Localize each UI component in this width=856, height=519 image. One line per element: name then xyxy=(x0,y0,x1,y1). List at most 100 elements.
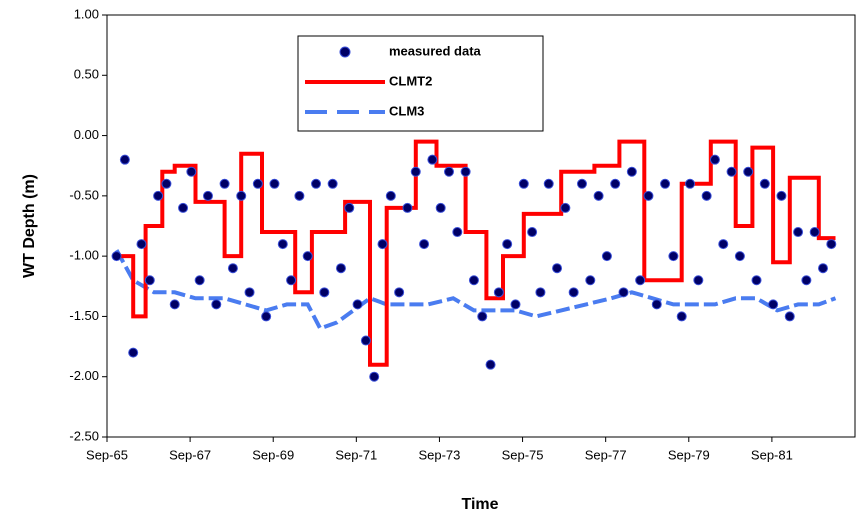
y-axis-title: WT Depth (m) xyxy=(21,174,38,278)
data-point xyxy=(793,227,804,238)
x-tick-label: Sep-65 xyxy=(86,447,128,462)
data-point xyxy=(535,287,546,298)
data-point xyxy=(219,178,230,189)
data-point xyxy=(377,239,388,250)
data-point xyxy=(709,154,720,165)
data-point xyxy=(776,190,787,201)
data-point xyxy=(759,178,770,189)
data-point xyxy=(335,263,346,274)
data-point xyxy=(385,190,396,201)
data-point xyxy=(136,239,147,250)
data-point xyxy=(734,251,745,262)
data-point xyxy=(410,166,421,177)
data-point xyxy=(635,275,646,286)
data-point xyxy=(701,190,712,201)
y-tick-label: 0.00 xyxy=(74,127,99,142)
x-tick-label: Sep-69 xyxy=(252,447,294,462)
data-point xyxy=(194,275,205,286)
data-point xyxy=(128,347,139,358)
data-point xyxy=(153,190,164,201)
y-tick-label: -0.50 xyxy=(69,187,99,202)
data-point xyxy=(826,239,837,250)
data-point xyxy=(585,275,596,286)
data-point xyxy=(236,190,247,201)
data-point xyxy=(768,299,779,310)
data-point xyxy=(244,287,255,298)
x-tick-label: Sep-73 xyxy=(418,447,460,462)
data-point xyxy=(286,275,297,286)
x-tick-label: Sep-71 xyxy=(335,447,377,462)
data-point xyxy=(252,178,263,189)
data-point xyxy=(560,202,571,213)
data-point xyxy=(552,263,563,274)
data-point xyxy=(485,359,496,370)
data-point xyxy=(352,299,363,310)
data-point xyxy=(427,154,438,165)
data-point xyxy=(402,202,413,213)
data-point xyxy=(369,371,380,382)
data-point xyxy=(527,227,538,238)
data-point xyxy=(211,299,222,310)
series-line xyxy=(116,139,836,367)
x-tick-label: Sep-77 xyxy=(585,447,627,462)
data-point xyxy=(743,166,754,177)
data-point xyxy=(601,251,612,262)
data-point xyxy=(809,227,820,238)
y-tick-label: 1.00 xyxy=(74,6,99,21)
data-point xyxy=(311,178,322,189)
data-point xyxy=(144,275,155,286)
data-point xyxy=(593,190,604,201)
data-point xyxy=(493,287,504,298)
data-point xyxy=(693,275,704,286)
data-point xyxy=(643,190,654,201)
data-point xyxy=(360,335,371,346)
data-point xyxy=(651,299,662,310)
data-point xyxy=(568,287,579,298)
y-tick-label: 0.50 xyxy=(74,67,99,82)
y-tick-label: -1.50 xyxy=(69,308,99,323)
data-point xyxy=(543,178,554,189)
data-point xyxy=(319,287,330,298)
data-point xyxy=(111,251,122,262)
x-tick-label: Sep-81 xyxy=(751,447,793,462)
data-point xyxy=(460,166,471,177)
x-tick-label: Sep-67 xyxy=(169,447,211,462)
data-point xyxy=(784,311,795,322)
data-point xyxy=(818,263,829,274)
data-point xyxy=(161,178,172,189)
data-point xyxy=(394,287,405,298)
data-point xyxy=(610,178,621,189)
data-point xyxy=(477,311,488,322)
data-point xyxy=(726,166,737,177)
legend: measured data CLMT2 CLM3 xyxy=(297,35,544,132)
data-point xyxy=(468,275,479,286)
x-axis-title: Time xyxy=(461,496,498,513)
legend-marker xyxy=(339,46,351,58)
data-point xyxy=(685,178,696,189)
data-point xyxy=(178,202,189,213)
y-tick-label: -2.00 xyxy=(69,368,99,383)
legend-label: measured data xyxy=(389,43,482,58)
data-point xyxy=(277,239,288,250)
data-point xyxy=(344,202,355,213)
data-point xyxy=(676,311,687,322)
data-point xyxy=(510,299,521,310)
data-point xyxy=(269,178,280,189)
y-tick-label: -2.50 xyxy=(69,428,99,443)
data-point xyxy=(452,227,463,238)
y-tick-label: -1.00 xyxy=(69,248,99,263)
data-point xyxy=(294,190,305,201)
data-point xyxy=(518,178,529,189)
data-point xyxy=(444,166,455,177)
data-point xyxy=(660,178,671,189)
data-point xyxy=(718,239,729,250)
data-point xyxy=(261,311,272,322)
data-point xyxy=(618,287,629,298)
data-point xyxy=(227,263,238,274)
data-point xyxy=(169,299,180,310)
data-point xyxy=(801,275,812,286)
data-point xyxy=(302,251,313,262)
data-point xyxy=(626,166,637,177)
data-point xyxy=(751,275,762,286)
